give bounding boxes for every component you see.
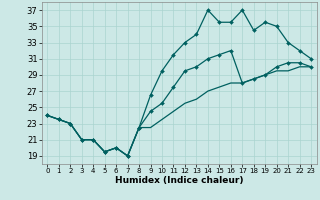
X-axis label: Humidex (Indice chaleur): Humidex (Indice chaleur) (115, 176, 244, 185)
